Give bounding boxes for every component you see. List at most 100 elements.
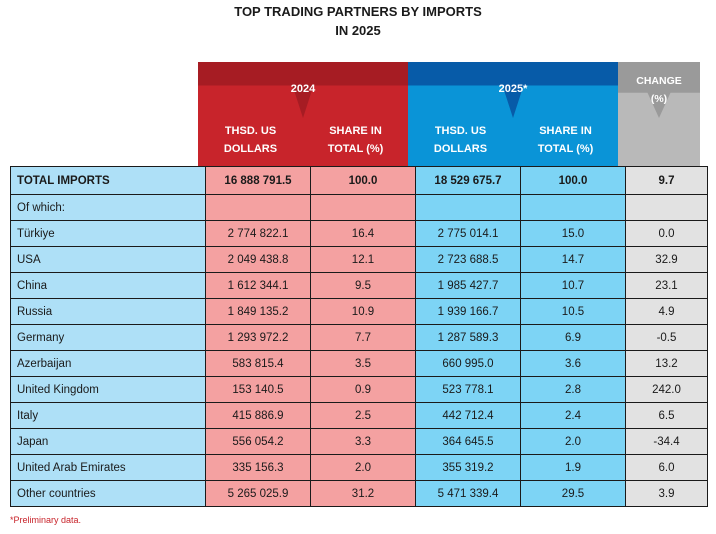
table-row: Of which: — [10, 194, 708, 221]
cell-v2024: 556 054.2 — [205, 428, 311, 455]
cell-name: TOTAL IMPORTS — [10, 166, 206, 195]
cell-s2024: 2.5 — [310, 402, 416, 429]
cell-v2024: 335 156.3 — [205, 454, 311, 481]
cell-v2024: 583 815.4 — [205, 350, 311, 377]
cell-name: United Kingdom — [10, 376, 206, 403]
cell-s2025: 3.6 — [520, 350, 626, 377]
cell-chg — [625, 194, 708, 221]
header-2024-dollars: THSD. US DOLLARS — [198, 122, 303, 158]
cell-s2025: 100.0 — [520, 166, 626, 195]
cell-v2024: 1 612 344.1 — [205, 272, 311, 299]
cell-s2025: 2.0 — [520, 428, 626, 455]
cell-v2024: 1 849 135.2 — [205, 298, 311, 325]
cell-name: Germany — [10, 324, 206, 351]
table-row: Japan 556 054.2 3.3 364 645.5 2.0 -34.4 — [10, 428, 708, 455]
cell-v2025: 364 645.5 — [415, 428, 521, 455]
cell-v2024: 153 140.5 — [205, 376, 311, 403]
table-row: USA 2 049 438.8 12.1 2 723 688.5 14.7 32.9 — [10, 246, 708, 273]
cell-s2024: 12.1 — [310, 246, 416, 273]
header-2025: 2025* THSD. US DOLLARS SHARE IN TOTAL (%… — [408, 62, 618, 166]
header-2025-year: 2025* — [498, 83, 528, 95]
cell-v2024: 16 888 791.5 — [205, 166, 311, 195]
table-row: United Kingdom 153 140.5 0.9 523 778.1 2.8 24… — [10, 376, 708, 403]
cell-s2025: 10.7 — [520, 272, 626, 299]
header-change-line1: CHANGE — [636, 75, 682, 87]
header-2025-dollars: THSD. US DOLLARS — [408, 122, 513, 158]
cell-chg: 23.1 — [625, 272, 708, 299]
cell-name: Japan — [10, 428, 206, 455]
header-2025-share-line1: SHARE IN — [539, 125, 592, 137]
header-2024-dollars-line1: THSD. US — [224, 125, 277, 137]
table-row: Germany 1 293 972.2 7.7 1 287 589.3 6.9 -0.5 — [10, 324, 708, 351]
cell-chg: 9.7 — [625, 166, 708, 195]
cell-s2025: 10.5 — [520, 298, 626, 325]
cell-s2024: 16.4 — [310, 220, 416, 247]
cell-s2025: 2.8 — [520, 376, 626, 403]
cell-chg: 6.5 — [625, 402, 708, 429]
cell-v2024: 415 886.9 — [205, 402, 311, 429]
header-2024-year: 2024 — [290, 83, 316, 95]
cell-s2024 — [310, 194, 416, 221]
cell-name: Other countries — [10, 480, 206, 507]
cell-s2024: 10.9 — [310, 298, 416, 325]
header-2025-dollars-line1: THSD. US — [434, 125, 487, 137]
table-row: China 1 612 344.1 9.5 1 985 427.7 10.7 23.1 — [10, 272, 708, 299]
cell-name: Italy — [10, 402, 206, 429]
header-2024-share: SHARE IN TOTAL (%) — [303, 122, 408, 158]
cell-name: Of which: — [10, 194, 206, 221]
page-title: TOP TRADING PARTNERS BY IMPORTS IN 2025 — [0, 2, 716, 40]
header-2025-dollars-line2: DOLLARS — [433, 143, 488, 155]
header-2024-share-line1: SHARE IN — [329, 125, 382, 137]
cell-s2024: 2.0 — [310, 454, 416, 481]
cell-name: Azerbaijan — [10, 350, 206, 377]
table-row: Other countries 5 265 025.9 31.2 5 471 339.… — [10, 480, 708, 507]
cell-chg: 13.2 — [625, 350, 708, 377]
cell-s2024: 31.2 — [310, 480, 416, 507]
cell-v2025: 1 985 427.7 — [415, 272, 521, 299]
cell-s2024: 3.3 — [310, 428, 416, 455]
cell-v2025: 5 471 339.4 — [415, 480, 521, 507]
header-2025-share: SHARE IN TOTAL (%) — [513, 122, 618, 158]
cell-v2025: 18 529 675.7 — [415, 166, 521, 195]
imports-table: TOTAL IMPORTS 16 888 791.5 100.0 18 529 675… — [10, 166, 708, 507]
header-2024-share-line2: TOTAL (%) — [327, 143, 384, 155]
header-change-label: CHANGE (%) — [618, 72, 700, 108]
cell-s2024: 100.0 — [310, 166, 416, 195]
cell-v2024: 5 265 025.9 — [205, 480, 311, 507]
cell-v2025: 1 287 589.3 — [415, 324, 521, 351]
cell-name: USA — [10, 246, 206, 273]
cell-s2024: 9.5 — [310, 272, 416, 299]
cell-v2024 — [205, 194, 311, 221]
cell-s2025: 15.0 — [520, 220, 626, 247]
footnote: *Preliminary data. — [10, 515, 82, 525]
total-row: TOTAL IMPORTS 16 888 791.5 100.0 18 529 675… — [10, 166, 708, 195]
cell-v2024: 2 774 822.1 — [205, 220, 311, 247]
header-2024: 2024 THSD. US DOLLARS SHARE IN TOTAL (%) — [198, 62, 408, 166]
cell-s2024: 0.9 — [310, 376, 416, 403]
header-change-line2: (%) — [650, 93, 668, 105]
cell-chg: 3.9 — [625, 480, 708, 507]
cell-s2024: 3.5 — [310, 350, 416, 377]
cell-chg: 6.0 — [625, 454, 708, 481]
cell-v2025: 523 778.1 — [415, 376, 521, 403]
header-change: CHANGE (%) — [618, 62, 700, 166]
cell-name: Russia — [10, 298, 206, 325]
cell-chg: 0.0 — [625, 220, 708, 247]
cell-v2025: 2 775 014.1 — [415, 220, 521, 247]
table-row: Azerbaijan 583 815.4 3.5 660 995.0 3.6 13.2 — [10, 350, 708, 377]
cell-v2025: 442 712.4 — [415, 402, 521, 429]
cell-s2025: 14.7 — [520, 246, 626, 273]
cell-s2025 — [520, 194, 626, 221]
cell-name: United Arab Emirates — [10, 454, 206, 481]
cell-v2025: 660 995.0 — [415, 350, 521, 377]
header-2025-share-line2: TOTAL (%) — [537, 143, 594, 155]
title-line-1: TOP TRADING PARTNERS BY IMPORTS — [234, 4, 482, 19]
cell-chg: 242.0 — [625, 376, 708, 403]
table-row: Russia 1 849 135.2 10.9 1 939 166.7 10.5 4.9 — [10, 298, 708, 325]
cell-s2025: 29.5 — [520, 480, 626, 507]
cell-v2025 — [415, 194, 521, 221]
cell-name: Türkiye — [10, 220, 206, 247]
header-2024-dollars-line2: DOLLARS — [223, 143, 278, 155]
table-row: Türkiye 2 774 822.1 16.4 2 775 014.1 15.0 0.0 — [10, 220, 708, 247]
cell-v2024: 2 049 438.8 — [205, 246, 311, 273]
